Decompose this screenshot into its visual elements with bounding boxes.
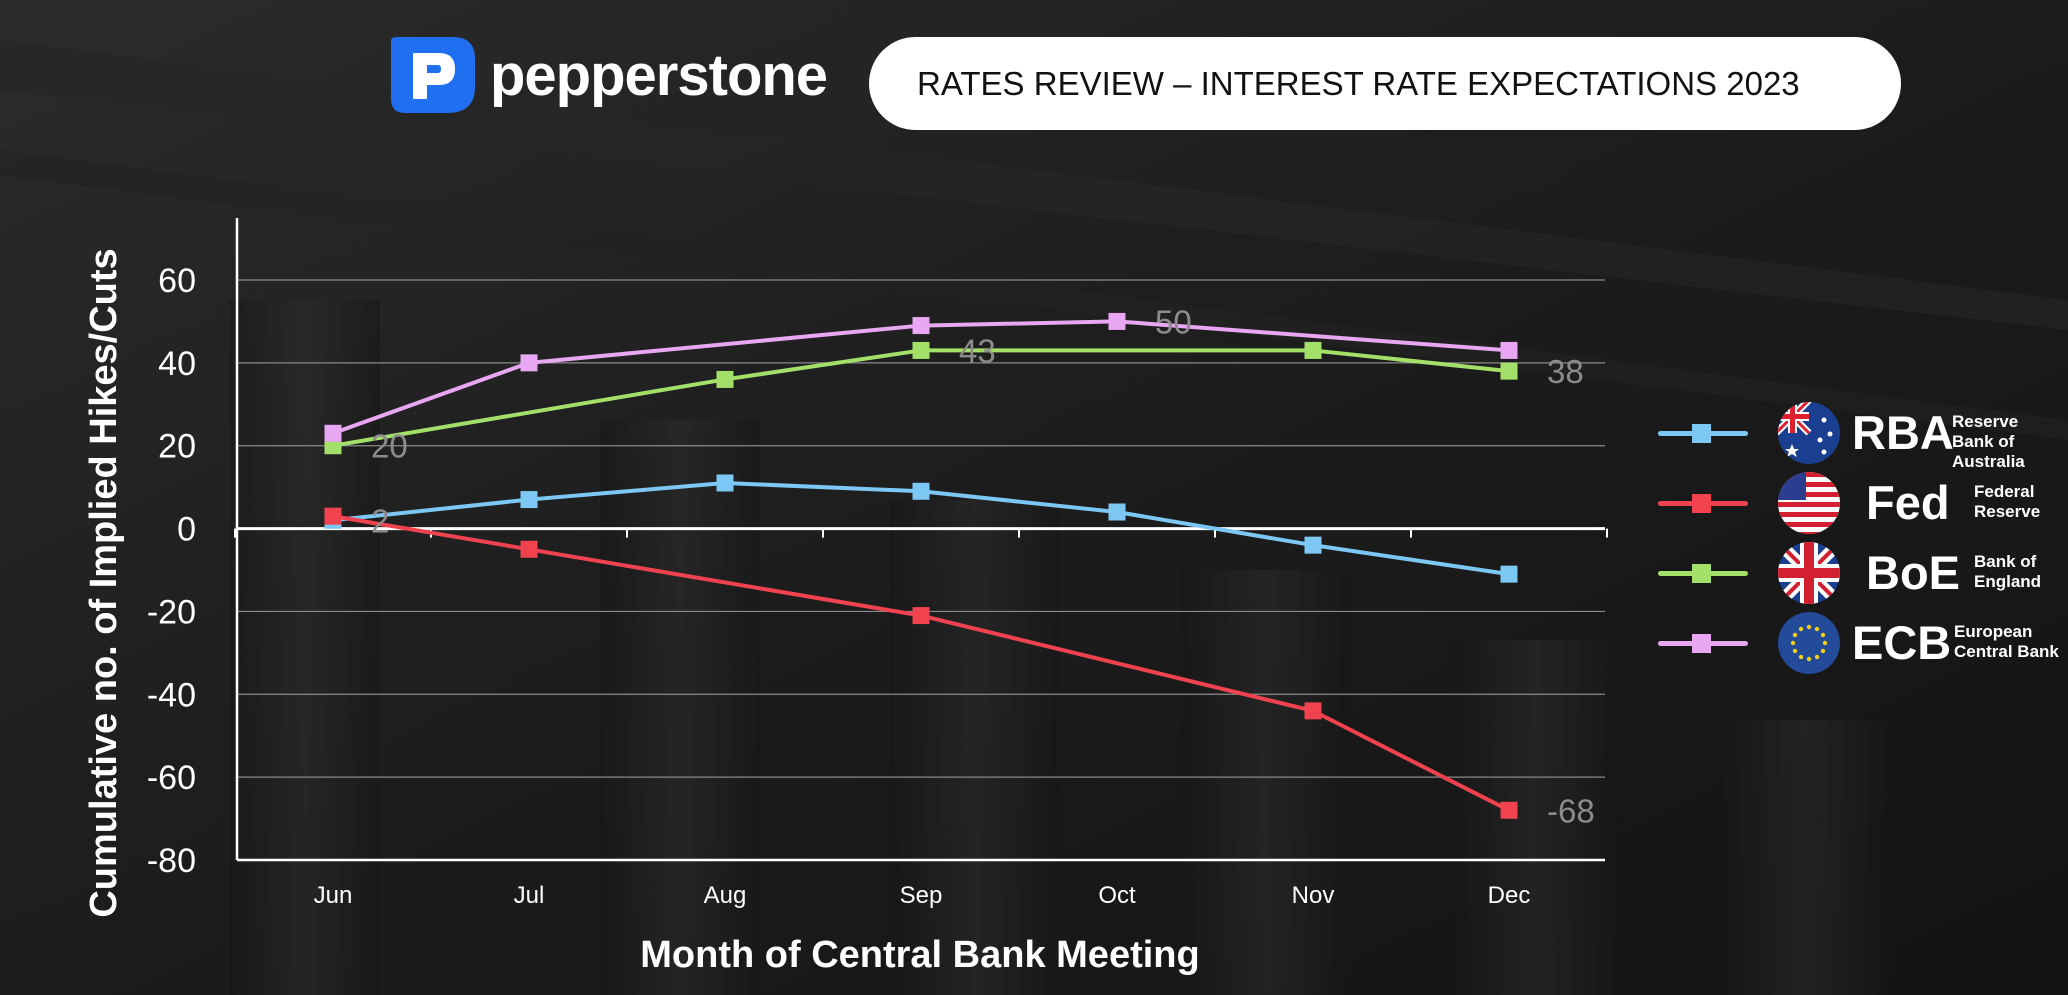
data-labels: 20 2 43 50 38 -68: [371, 303, 1595, 829]
legend-item-rba: RBA Reserve Bank of Australia: [1652, 398, 2062, 471]
x-tick-label: Sep: [900, 882, 943, 909]
data-point-ecb: [1108, 312, 1126, 330]
uk-flag-icon: [1778, 542, 1840, 604]
pepperstone-logo-icon: [391, 37, 475, 113]
data-label: 20: [371, 428, 408, 465]
y-tick-labels: 60 40 20 0 -20 -40 -60 -80: [147, 262, 196, 880]
usa-flag-icon: [1778, 472, 1840, 534]
data-label: 2: [371, 502, 389, 539]
data-point-fed: [1304, 702, 1322, 720]
legend-abbr-boe: BoE: [1866, 546, 1960, 599]
data-point-fed: [1500, 801, 1518, 819]
data-point-rba: [716, 474, 734, 492]
australia-flag-icon: [1778, 402, 1840, 464]
eu-flag-icon: [1778, 612, 1840, 674]
data-label: -68: [1547, 792, 1595, 829]
legend-item-boe: BoE Bank of England: [1652, 538, 2062, 608]
y-tick-label: 20: [158, 428, 196, 466]
data-point-ecb: [1500, 341, 1518, 359]
brand-name: pepperstone: [490, 42, 828, 108]
legend-abbr-fed: Fed: [1866, 476, 1950, 529]
data-point-ecb: [324, 424, 342, 442]
legend-marker-ecb: [1692, 634, 1711, 653]
y-tick-label: -40: [147, 676, 196, 714]
legend-full-ecb: European Central Bank: [1954, 622, 2059, 661]
data-point-boe: [716, 370, 734, 388]
x-tick-label: Jun: [314, 882, 353, 909]
y-tick-label: 60: [158, 262, 196, 300]
data-point-rba: [1108, 503, 1126, 521]
y-tick-label: 0: [177, 511, 196, 549]
data-point-rba: [1500, 565, 1518, 583]
legend-full-rba: Reserve Bank of Australia: [1952, 412, 2025, 471]
data-point-fed: [520, 540, 538, 558]
y-tick-label: 40: [158, 345, 196, 383]
series-lines: [324, 312, 1518, 819]
legend-marker-fed: [1692, 494, 1711, 513]
data-point-boe: [1304, 341, 1322, 359]
x-tick-labels: Jun Jul Aug Sep Oct Nov Dec: [314, 882, 1531, 909]
x-tick-label: Aug: [704, 882, 747, 909]
legend-marker-rba: [1692, 424, 1711, 443]
legend-full-boe: Bank of England: [1974, 552, 2042, 591]
legend-marker-boe: [1692, 564, 1711, 583]
y-tick-label: -20: [147, 593, 196, 631]
data-point-fed: [324, 507, 342, 525]
data-point-rba: [520, 491, 538, 509]
data-point-fed: [912, 607, 930, 625]
data-label: 50: [1155, 303, 1192, 340]
y-tick-label: -60: [147, 759, 196, 797]
data-point-ecb: [520, 354, 538, 372]
data-label: 38: [1547, 353, 1584, 390]
x-axis-label: Month of Central Bank Meeting: [640, 934, 1199, 976]
legend-item-fed: Fed Federal Reserve: [1652, 468, 2062, 538]
legend-item-ecb: ECB European Central Bank: [1652, 608, 2062, 678]
x-tick-label: Oct: [1098, 882, 1136, 909]
data-label: 43: [959, 332, 996, 369]
gridlines: [237, 279, 1605, 778]
x-tick-label: Nov: [1292, 882, 1335, 909]
data-point-rba: [912, 482, 930, 500]
page-title: RATES REVIEW – INTEREST RATE EXPECTATION…: [917, 64, 1800, 102]
series-line-boe: [332, 348, 1510, 448]
legend-full-fed: Federal Reserve: [1974, 482, 2041, 521]
pepperstone-logo: pepperstone: [383, 35, 828, 115]
data-point-rba: [1304, 536, 1322, 554]
page-title-box: RATES REVIEW – INTEREST RATE EXPECTATION…: [869, 37, 1901, 130]
data-point-ecb: [912, 317, 930, 335]
y-tick-label: -80: [147, 842, 196, 880]
legend: RBA Reserve Bank of Australia Fed Federa…: [1652, 398, 2062, 678]
y-axis-label: Cumulative no. of Implied Hikes/Cuts: [83, 248, 125, 917]
x-tick-label: Dec: [1488, 882, 1531, 909]
series-line-fed: [332, 514, 1510, 813]
axes: [234, 218, 1608, 862]
legend-abbr-rba: RBA: [1852, 406, 1954, 459]
data-point-boe: [1500, 362, 1518, 380]
legend-abbr-ecb: ECB: [1852, 616, 1952, 669]
x-tick-label: Jul: [514, 882, 545, 909]
data-point-boe: [912, 341, 930, 359]
